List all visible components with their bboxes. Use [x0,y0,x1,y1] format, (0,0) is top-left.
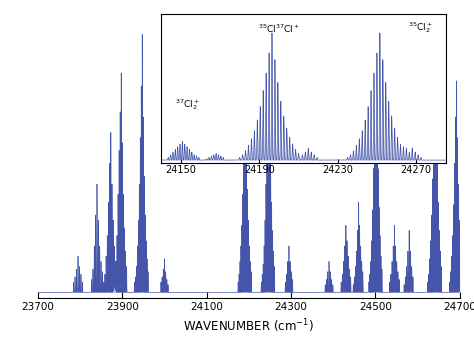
Text: $^{35}\mathrm{Cl}_2^+$: $^{35}\mathrm{Cl}_2^+$ [408,20,433,35]
X-axis label: WAVENUMBER (cm$^{-1}$): WAVENUMBER (cm$^{-1}$) [183,317,314,335]
Text: $^{35}\mathrm{Cl}^{37}\mathrm{Cl}^+$: $^{35}\mathrm{Cl}^{37}\mathrm{Cl}^+$ [258,23,300,35]
Text: $^{37}\mathrm{Cl}_2^+$: $^{37}\mathrm{Cl}_2^+$ [175,97,200,112]
